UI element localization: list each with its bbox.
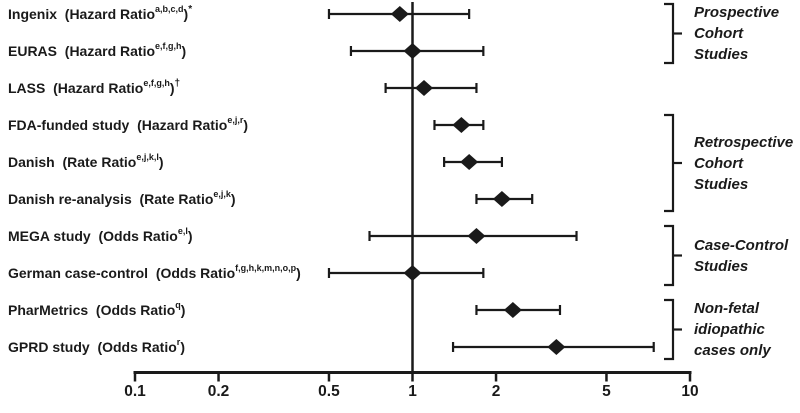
study-label-text: LASS (Hazard Ratio	[8, 80, 144, 96]
study-label-text: Ingenix (Hazard Ratio	[8, 6, 156, 22]
axis-tick-label: 5	[602, 383, 611, 400]
study-label-text: MEGA study (Odds Ratio	[8, 228, 178, 244]
study-label-text: FDA-funded study (Hazard Ratio	[8, 117, 228, 133]
study-label: GPRD study (Odds Ratior)	[8, 337, 185, 357]
study-label: Danish re-analysis (Rate Ratioe,j,k)	[8, 189, 236, 209]
group-label-line: Non-fetal	[694, 300, 759, 317]
group-label-line: Retrospective	[694, 133, 794, 151]
point-estimate-diamond	[452, 117, 471, 133]
group-label: Non-fetal idiopathic cases only	[694, 298, 771, 361]
study-label-close: )	[296, 265, 301, 281]
group-label-line: idiopathic	[694, 321, 765, 338]
footnote-superscript: f,g,h,k,m,n,o,p	[235, 263, 297, 274]
study-label-text: Danish (Rate Ratio	[8, 154, 137, 170]
axis-tick-label: 1	[408, 383, 417, 400]
study-label-text: GPRD study (Odds Ratio	[8, 339, 177, 355]
point-estimate-diamond	[403, 43, 422, 59]
study-label: EURAS (Hazard Ratioe,f,g,h)	[8, 41, 186, 61]
group-label-line: Cohort	[694, 25, 744, 42]
study-label-text: German case-control (Odds Ratio	[8, 265, 236, 281]
group-label-line: Studies	[694, 175, 749, 193]
point-estimate-diamond	[460, 154, 479, 170]
footnote-marker: *	[188, 4, 193, 16]
point-estimate-diamond	[414, 80, 433, 96]
footnote-superscript: e,j,k,l	[136, 152, 159, 163]
group-label: Prospective Cohort Studies	[694, 2, 779, 65]
group-label-line: cases only	[694, 342, 771, 359]
study-label-close: )	[169, 80, 175, 96]
study-label-close: )	[158, 154, 164, 170]
group-label-line: Case-Control	[694, 236, 789, 254]
axis-tick-label: 2	[491, 383, 501, 400]
group-label-line: Studies	[694, 46, 749, 63]
study-label: LASS (Hazard Ratioe,f,g,h)†	[8, 78, 180, 98]
study-label-close: )	[181, 43, 187, 59]
footnote-superscript: e,f,g,h	[155, 41, 182, 52]
group-label-line: Prospective	[694, 4, 780, 21]
footnote-superscript: a,b,c,d	[155, 4, 184, 15]
point-estimate-diamond	[390, 6, 409, 22]
study-label: FDA-funded study (Hazard Ratioe,j,r)	[8, 115, 248, 135]
footnote-superscript: e,f,g,h	[143, 78, 170, 89]
group-label: Case-Control Studies	[694, 235, 788, 277]
axis-tick-label: 0.5	[318, 383, 340, 400]
axis-tick-label: 0.2	[207, 383, 230, 400]
point-estimate-diamond	[492, 191, 511, 207]
point-estimate-diamond	[403, 265, 422, 281]
study-label-close: )	[180, 302, 186, 318]
study-label-text: Danish re-analysis (Rate Ratio	[8, 191, 214, 207]
footnote-superscript: q	[175, 300, 181, 311]
study-label: German case-control (Odds Ratiof,g,h,k,m…	[8, 263, 301, 283]
point-estimate-diamond	[467, 228, 486, 244]
study-label-close: )	[180, 339, 185, 355]
study-label-text: EURAS (Hazard Ratio	[8, 43, 156, 59]
study-label-close: )	[230, 191, 236, 207]
footnote-marker: †	[174, 78, 181, 90]
study-label: PharMetrics (Odds Ratioq)	[8, 300, 185, 320]
study-label: Danish (Rate Ratioe,j,k,l)	[8, 152, 164, 172]
group-label: Retrospective Cohort Studies	[694, 132, 793, 195]
group-label-line: Studies	[694, 257, 749, 275]
footnote-superscript: e,j,r	[227, 115, 244, 126]
study-label-close: )	[183, 6, 189, 22]
group-label-line: Cohort	[694, 154, 744, 172]
axis-tick-label: 0.1	[124, 383, 146, 400]
study-label: MEGA study (Odds Ratioe,l)	[8, 226, 193, 246]
study-label-text: PharMetrics (Odds Ratio	[8, 302, 176, 318]
point-estimate-diamond	[547, 339, 566, 355]
study-label: Ingenix (Hazard Ratioa,b,c,d)*	[8, 4, 192, 24]
footnote-superscript: e,l	[177, 226, 188, 237]
point-estimate-diamond	[503, 302, 522, 318]
footnote-superscript: r	[176, 337, 181, 348]
axis-tick-label: 10	[681, 383, 699, 400]
study-label-close: )	[187, 228, 193, 244]
study-label-close: )	[243, 117, 249, 133]
footnote-superscript: e,j,k	[213, 189, 231, 200]
